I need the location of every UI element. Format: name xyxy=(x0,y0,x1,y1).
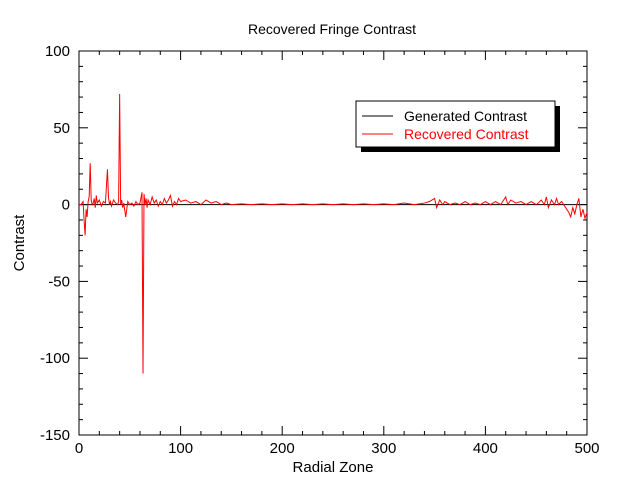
x-axis-ticks: 0 100 200 300 400 500 xyxy=(75,51,600,457)
y-tick-label: -150 xyxy=(40,427,70,444)
y-tick-label: -100 xyxy=(40,350,70,367)
plot-frame xyxy=(78,50,588,436)
legend-label-generated: Generated Contrast xyxy=(404,108,527,124)
y-tick-label: 100 xyxy=(45,43,70,60)
x-axis-title: Radial Zone xyxy=(293,459,374,476)
y-axis-ticks: -150 -100 -50 0 50 100 xyxy=(40,43,587,444)
legend-label-recovered: Recovered Contrast xyxy=(404,126,529,142)
y-tick-label: -50 xyxy=(48,273,70,290)
x-tick-label: 400 xyxy=(473,440,498,457)
x-tick-label: 0 xyxy=(75,440,83,457)
chart-title: Recovered Fringe Contrast xyxy=(248,21,416,37)
series-layer xyxy=(79,94,588,374)
y-tick-label: 0 xyxy=(62,197,70,214)
x-tick-label: 500 xyxy=(574,440,599,457)
x-tick-label: 300 xyxy=(371,440,396,457)
y-axis-title: Contrast xyxy=(11,214,28,272)
legend-box xyxy=(355,100,556,148)
x-tick-label: 100 xyxy=(168,440,193,457)
y-tick-label: 50 xyxy=(53,120,70,137)
legend: Generated Contrast Recovered Contrast xyxy=(355,100,560,152)
x-tick-label: 200 xyxy=(270,440,295,457)
series-line-recovered xyxy=(79,94,588,374)
